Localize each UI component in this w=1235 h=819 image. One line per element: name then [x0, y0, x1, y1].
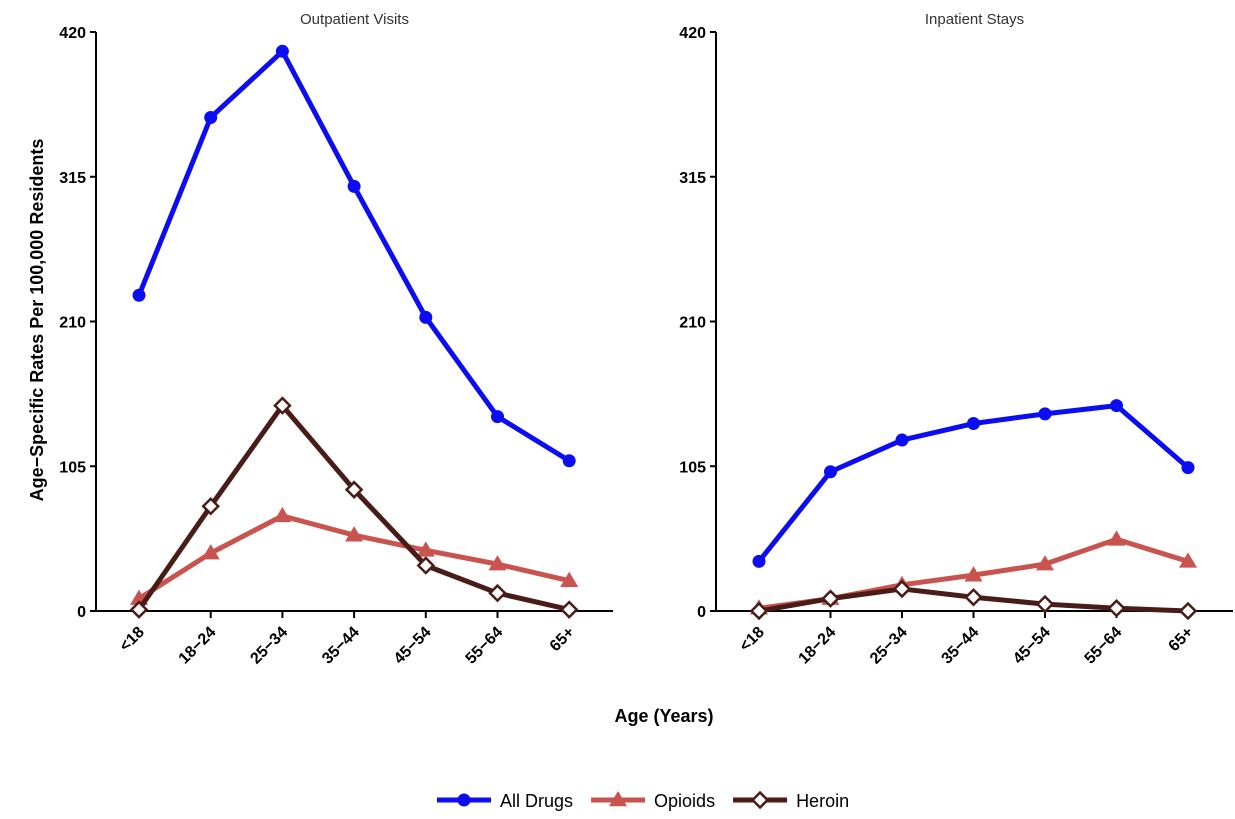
legend-marker-opioids [609, 791, 628, 807]
y-tick-label: 210 [59, 315, 86, 332]
x-tick-label: 18−24 [796, 624, 840, 668]
data-point-opioids [273, 506, 292, 523]
x-tick-label: 45−54 [1010, 624, 1054, 668]
panel-inpatient-stays: Inpatient Stays 0 105 210 315 420 <18 18−24 25−3… [679, 11, 1233, 668]
data-point-all-drugs [824, 465, 837, 479]
legend-label-opioids: Opioids [654, 791, 715, 811]
data-point-heroin [749, 601, 769, 621]
chart-panels: Outpatient Visits 0 105 210 315 420 <18 18−24 25… [59, 11, 1233, 668]
series-line-all-drugs [136, 48, 572, 464]
legend-label-all-drugs: All Drugs [500, 791, 573, 811]
panel-title-inpatient-stays: Inpatient Stays [925, 11, 1024, 28]
series-heroin [129, 396, 579, 619]
x-tick-label: 35−44 [939, 624, 983, 668]
x-tick-label: 55−64 [1082, 624, 1126, 668]
data-point-heroin [964, 587, 983, 607]
legend-item-opioids: Opioids [591, 791, 715, 811]
data-point-heroin [201, 496, 220, 516]
x-tick-label: 35−44 [319, 624, 363, 668]
panel-title-outpatient-visits: Outpatient Visits [300, 11, 409, 28]
x-tick-label: <18 [737, 624, 768, 655]
x-axis-title: Age (Years) [614, 706, 713, 726]
y-tick-label: 105 [59, 459, 86, 476]
y-tick-label: 105 [679, 459, 706, 476]
series-all-drugs [752, 399, 1195, 568]
data-point-all-drugs [347, 179, 361, 193]
panel-outpatient-visits: Outpatient Visits 0 105 210 315 420 <18 18−24 25… [59, 11, 613, 668]
legend-item-all-drugs: All Drugs [437, 791, 573, 811]
legend-label-heroin: Heroin [796, 791, 849, 811]
y-axis-title: Age−Specific Rates Per 100,000 Residents [27, 139, 47, 502]
y-tick-label: 315 [679, 170, 706, 187]
data-point-all-drugs [1110, 399, 1123, 413]
data-point-opioids [416, 541, 435, 557]
y-tick-label: 420 [679, 25, 706, 42]
data-point-opioids [201, 544, 220, 560]
data-point-heroin [488, 583, 507, 603]
x-tick-label: <18 [117, 624, 148, 655]
data-point-heroin [1178, 601, 1198, 621]
data-point-all-drugs [204, 110, 218, 124]
data-point-heroin [344, 480, 364, 499]
data-point-all-drugs [275, 44, 289, 58]
data-point-all-drugs [967, 417, 980, 431]
data-point-all-drugs [132, 288, 146, 302]
series-all-drugs [132, 44, 576, 468]
x-tick-label: 65+ [1166, 624, 1197, 655]
data-point-heroin [129, 600, 149, 619]
legend-marker-heroin [750, 790, 770, 810]
data-point-opioids [964, 566, 983, 582]
legend: All Drugs Opioids Heroin [437, 790, 849, 811]
data-point-heroin [1107, 598, 1126, 618]
data-point-heroin [273, 396, 292, 415]
y-tick-label: 315 [59, 170, 86, 187]
data-point-all-drugs [895, 433, 909, 447]
x-tick-label: 65+ [547, 624, 578, 655]
data-point-heroin [821, 589, 840, 608]
data-point-all-drugs [419, 310, 433, 324]
legend-item-heroin: Heroin [733, 790, 849, 811]
data-point-opioids [1179, 552, 1197, 568]
data-point-opioids [560, 571, 579, 587]
y-tick-label: 420 [59, 25, 86, 42]
data-point-all-drugs [1181, 461, 1195, 475]
data-point-opioids [1107, 530, 1126, 546]
data-point-heroin [559, 600, 579, 619]
data-point-heroin [1035, 594, 1055, 614]
y-tick-label: 0 [697, 604, 706, 621]
data-point-opioids [488, 555, 507, 571]
data-point-all-drugs [752, 554, 766, 568]
data-point-heroin [416, 556, 436, 575]
x-tick-label: 18−24 [176, 624, 220, 668]
x-tick-label: 45−54 [391, 624, 435, 668]
series-opioids [130, 506, 579, 605]
data-point-all-drugs [491, 410, 504, 424]
data-point-heroin [892, 579, 912, 599]
y-tick-label: 0 [77, 604, 86, 621]
y-tick-label: 210 [679, 315, 706, 332]
x-tick-label: 55−64 [463, 624, 507, 668]
x-tick-label: 25−34 [867, 624, 911, 668]
data-point-all-drugs [562, 454, 576, 468]
series-heroin [749, 579, 1198, 621]
data-point-opioids [345, 526, 364, 542]
x-tick-label: 25−34 [247, 624, 291, 668]
legend-marker-all-drugs [457, 793, 471, 807]
data-point-all-drugs [1038, 407, 1052, 421]
data-point-opioids [1036, 555, 1054, 571]
